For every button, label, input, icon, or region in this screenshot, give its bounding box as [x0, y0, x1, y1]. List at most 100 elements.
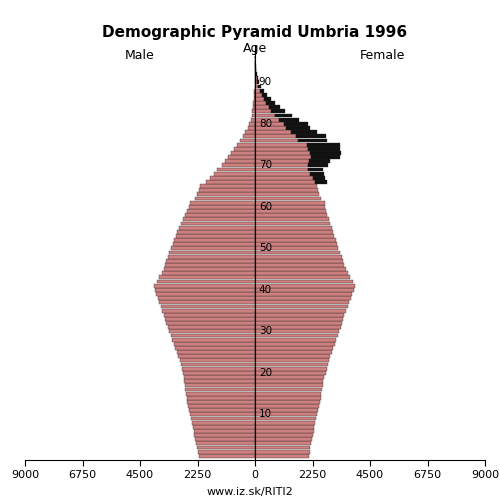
Bar [159, 276, 255, 280]
Bar [262, 93, 268, 96]
Bar [308, 168, 323, 172]
Bar [255, 284, 355, 288]
Bar [255, 454, 308, 458]
Bar [255, 238, 336, 242]
Bar [255, 114, 275, 117]
Bar [228, 155, 255, 159]
Bar [255, 88, 260, 92]
Bar [188, 400, 255, 404]
Bar [255, 408, 318, 412]
Bar [255, 222, 330, 226]
Bar [255, 400, 320, 404]
Bar [255, 80, 258, 84]
Bar [158, 296, 255, 300]
Bar [255, 250, 340, 254]
Bar [165, 317, 255, 321]
Bar [255, 272, 348, 275]
Text: Age: Age [243, 42, 267, 56]
Bar [234, 147, 255, 150]
Bar [255, 184, 317, 188]
Text: 70: 70 [259, 160, 272, 170]
Bar [160, 300, 255, 304]
Bar [255, 209, 326, 213]
Bar [255, 234, 334, 238]
Bar [185, 213, 255, 217]
Bar [183, 371, 255, 375]
Bar [255, 334, 338, 338]
Bar [200, 184, 255, 188]
Bar [255, 358, 329, 362]
Bar [310, 151, 341, 155]
Bar [166, 321, 255, 325]
Bar [181, 222, 255, 226]
Bar [169, 250, 255, 254]
Bar [258, 80, 260, 84]
Text: 50: 50 [259, 244, 272, 254]
Bar [154, 288, 255, 292]
Bar [284, 122, 308, 126]
Bar [255, 433, 313, 437]
Bar [255, 126, 286, 130]
Bar [255, 338, 336, 342]
Bar [177, 230, 255, 234]
Bar [298, 138, 327, 142]
Bar [255, 97, 264, 101]
Bar [253, 106, 255, 109]
Bar [255, 288, 354, 292]
Bar [192, 420, 255, 424]
Bar [196, 192, 255, 196]
Bar [252, 110, 255, 114]
Bar [315, 180, 326, 184]
Text: 60: 60 [259, 202, 272, 212]
Bar [279, 118, 299, 122]
Bar [242, 134, 255, 138]
Bar [176, 346, 255, 350]
Bar [255, 346, 333, 350]
Bar [194, 429, 255, 433]
Bar [255, 142, 306, 146]
Text: Male: Male [125, 48, 155, 62]
Bar [308, 160, 330, 163]
Bar [255, 330, 340, 334]
Bar [154, 284, 255, 288]
Bar [311, 155, 340, 159]
Bar [255, 130, 292, 134]
Bar [171, 246, 255, 250]
Text: 40: 40 [259, 285, 272, 295]
Bar [275, 114, 292, 117]
Bar [250, 118, 255, 122]
Bar [186, 388, 255, 392]
Bar [198, 450, 255, 454]
Bar [255, 196, 321, 200]
Bar [255, 110, 272, 114]
Bar [210, 176, 255, 180]
Bar [255, 76, 256, 80]
Bar [186, 392, 255, 396]
Bar [174, 238, 255, 242]
Bar [162, 272, 255, 275]
Bar [255, 180, 315, 184]
Bar [255, 230, 333, 234]
Bar [222, 164, 255, 168]
Bar [217, 168, 255, 172]
Bar [231, 151, 255, 155]
Bar [183, 218, 255, 221]
Bar [255, 317, 344, 321]
Bar [255, 350, 332, 354]
Bar [172, 338, 255, 342]
Bar [255, 438, 312, 441]
Bar [255, 176, 312, 180]
Bar [254, 88, 255, 92]
Bar [180, 358, 255, 362]
Bar [255, 404, 319, 408]
Bar [255, 367, 326, 370]
Bar [255, 420, 315, 424]
Bar [174, 342, 255, 345]
Bar [255, 296, 351, 300]
Bar [255, 354, 330, 358]
Bar [255, 375, 324, 379]
Bar [255, 218, 328, 221]
Bar [162, 308, 255, 312]
Bar [192, 416, 255, 420]
Bar [255, 106, 268, 109]
